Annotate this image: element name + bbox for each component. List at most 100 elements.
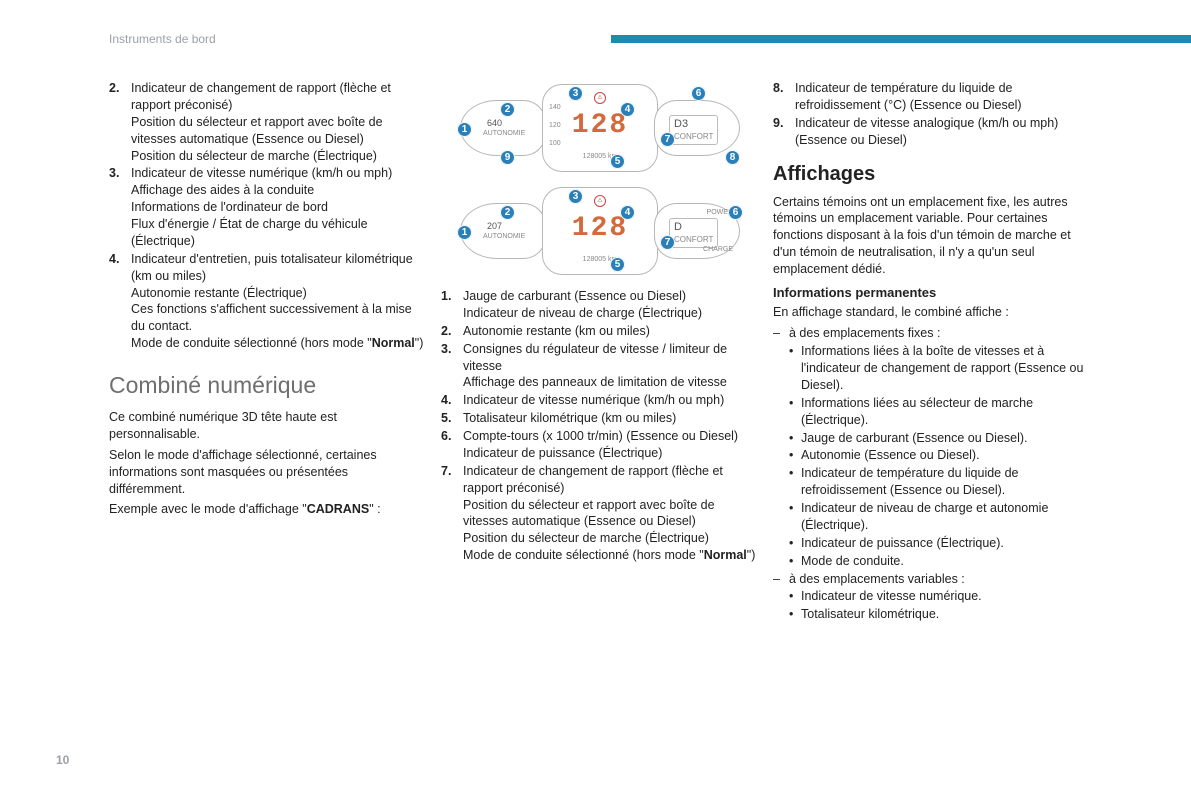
item-line: Autonomie restante (Électrique) <box>131 285 427 302</box>
col1-numbered-list: 2.Indicateur de changement de rapport (f… <box>109 80 427 352</box>
item-number: 7. <box>441 463 463 564</box>
gear-indicator: D CONFORT <box>669 218 718 248</box>
dot-marker: • <box>787 465 801 499</box>
item-body: Indicateur de température du liquide de … <box>795 80 1091 114</box>
dot-text: Autonomie (Essence ou Diesel). <box>801 447 980 464</box>
item-line: Ces fonctions s'affichent successivement… <box>131 301 427 335</box>
item-number: 3. <box>109 165 131 249</box>
item-line: Jauge de carburant (Essence ou Diesel) <box>463 288 702 305</box>
callout-8: 8 <box>725 150 740 165</box>
dot-item: •Mode de conduite. <box>787 553 1091 570</box>
gear-indicator: D3 CONFORT <box>669 115 718 145</box>
column-1: 2.Indicateur de changement de rapport (f… <box>109 80 427 624</box>
warn-icon: ⚠ <box>594 92 606 104</box>
item-body: Indicateur de vitesse analogique (km/h o… <box>795 115 1091 149</box>
dot-text: Indicateur de puissance (Électrique). <box>801 535 1004 552</box>
cluster-illustrations: 640 AUTONOMIE ⚠ 128 128005 km 140 120 10… <box>441 80 759 278</box>
item-number: 2. <box>441 323 463 340</box>
callout-4: 4 <box>620 102 635 117</box>
item-line: Affichage des panneaux de limitation de … <box>463 374 759 391</box>
dot-item: •Indicateur de puissance (Électrique). <box>787 535 1091 552</box>
col2-numbered-list: 1.Jauge de carburant (Essence ou Diesel)… <box>441 288 759 564</box>
item-line: Informations de l'ordinateur de bord <box>131 199 427 216</box>
paragraph: Selon le mode d'affichage sélectionné, c… <box>109 447 427 498</box>
speed-value: 128 <box>572 107 628 145</box>
item-body: Indicateur de changement de rapport (flè… <box>131 80 427 164</box>
dot-marker: • <box>787 553 801 570</box>
dot-text: Indicateur de température du liquide de … <box>801 465 1091 499</box>
dot-text: Indicateur de niveau de charge et autono… <box>801 500 1091 534</box>
item-body: Indicateur de changement de rapport (flè… <box>463 463 759 564</box>
dot-text: Jauge de carburant (Essence ou Diesel). <box>801 430 1028 447</box>
content-columns: 2. Indicateur de changement de rapport (f… <box>109 80 1091 624</box>
callout-6: 6 <box>691 86 706 101</box>
dot-marker: • <box>787 343 801 394</box>
pod-right: D3 CONFORT <box>654 100 740 156</box>
dot-item: •Jauge de carburant (Essence ou Diesel). <box>787 430 1091 447</box>
col3-top-list: 8.Indicateur de température du liquide d… <box>773 80 1091 149</box>
affichages-intro: Certains témoins ont un emplacement fixe… <box>773 194 1091 278</box>
item-line: Flux d'énergie / État de charge du véhic… <box>131 216 427 250</box>
sub-intro: En affichage standard, le combiné affich… <box>773 304 1091 321</box>
item-number: 1. <box>441 288 463 322</box>
paragraph: Exemple avec le mode d'affichage "CADRAN… <box>109 501 427 518</box>
dash-item: –à des emplacements variables : <box>773 571 1091 588</box>
item-body: Jauge de carburant (Essence ou Diesel)In… <box>463 288 702 322</box>
col3-bullet-groups: –à des emplacements fixes :•Informations… <box>773 325 1091 623</box>
dot-sublist: •Informations liées à la boîte de vitess… <box>773 343 1091 569</box>
list-item: 3.Indicateur de vitesse numérique (km/h … <box>109 165 427 249</box>
column-2: 640 AUTONOMIE ⚠ 128 128005 km 140 120 10… <box>441 80 759 624</box>
paragraph: Ce combiné numérique 3D tête haute est p… <box>109 409 427 443</box>
item-line: Mode de conduite sélectionné (hors mode … <box>131 335 427 352</box>
item-line: Indicateur de puissance (Électrique) <box>463 445 738 462</box>
dash-item: –à des emplacements fixes : <box>773 325 1091 342</box>
item-body: Indicateur de vitesse numérique (km/h ou… <box>131 165 427 249</box>
item-body: Consignes du régulateur de vitesse / lim… <box>463 341 759 392</box>
left-value: 207 <box>487 220 502 232</box>
list-item: 2.Autonomie restante (km ou miles) <box>441 323 759 340</box>
item-line: Mode de conduite sélectionné (hors mode … <box>463 547 759 564</box>
item-line: Position du sélecteur et rapport avec bo… <box>131 114 427 148</box>
dot-text: Indicateur de vitesse numérique. <box>801 588 982 605</box>
pod-center: ⚠ 128 128005 km <box>542 187 658 275</box>
list-item: 4.Indicateur de vitesse numérique (km/h … <box>441 392 759 409</box>
dash-text: à des emplacements fixes : <box>789 325 940 342</box>
heading-combine-numerique: Combiné numérique <box>109 370 427 401</box>
speed-value: 128 <box>572 210 628 248</box>
item-line: Position du sélecteur de marche (Électri… <box>131 148 427 165</box>
dot-item: •Informations liées au sélecteur de marc… <box>787 395 1091 429</box>
dot-marker: • <box>787 606 801 623</box>
item-line: Indicateur de changement de rapport (flè… <box>463 463 759 497</box>
dot-text: Mode de conduite. <box>801 553 904 570</box>
item-number: 4. <box>109 251 131 352</box>
dot-marker: • <box>787 395 801 429</box>
list-item: 8.Indicateur de température du liquide d… <box>773 80 1091 114</box>
item-number: 4. <box>441 392 463 409</box>
dot-marker: • <box>787 588 801 605</box>
dot-item: •Autonomie (Essence ou Diesel). <box>787 447 1091 464</box>
dot-text: Totalisateur kilométrique. <box>801 606 939 623</box>
dash-marker: – <box>773 325 789 342</box>
item-body: Indicateur de vitesse numérique (km/h ou… <box>463 392 724 409</box>
callout-9: 9 <box>500 150 515 165</box>
callout-1: 1 <box>457 122 472 137</box>
left-label: AUTONOMIE <box>483 232 525 241</box>
item-number: 9. <box>773 115 795 149</box>
sub-heading-permanentes: Informations permanentes <box>773 284 1091 302</box>
list-item: 1.Jauge de carburant (Essence ou Diesel)… <box>441 288 759 322</box>
item-line: Affichage des aides à la conduite <box>131 182 427 199</box>
charge-label: CHARGE <box>703 245 733 254</box>
item-line: Indicateur de vitesse analogique (km/h o… <box>795 115 1091 149</box>
cluster-diagram-2: 207 AUTONOMIE ⚠ 128 128005 km POWER D CO… <box>460 183 740 278</box>
dot-marker: • <box>787 430 801 447</box>
dot-text: Informations liées au sélecteur de march… <box>801 395 1091 429</box>
dot-sublist: •Indicateur de vitesse numérique.•Totali… <box>773 588 1091 623</box>
item-line: Compte-tours (x 1000 tr/min) (Essence ou… <box>463 428 738 445</box>
dot-item: •Indicateur de niveau de charge et auton… <box>787 500 1091 534</box>
col1-paragraphs: Ce combiné numérique 3D tête haute est p… <box>109 409 427 518</box>
left-value: 640 <box>487 117 502 129</box>
item-line: Totalisateur kilométrique (km ou miles) <box>463 410 676 427</box>
dot-item: •Totalisateur kilométrique. <box>787 606 1091 623</box>
list-item: 6.Compte-tours (x 1000 tr/min) (Essence … <box>441 428 759 462</box>
dot-item: •Indicateur de température du liquide de… <box>787 465 1091 499</box>
